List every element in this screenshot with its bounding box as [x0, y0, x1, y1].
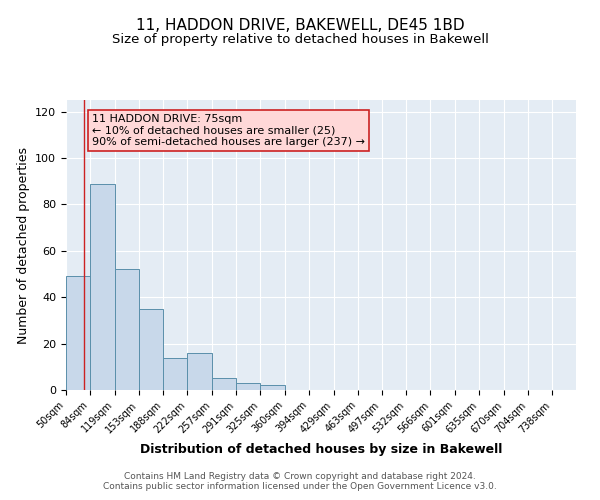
Bar: [90, 184, 115, 390]
Bar: [66, 276, 90, 390]
Bar: [212, 378, 236, 390]
Text: 11, HADDON DRIVE, BAKEWELL, DE45 1BD: 11, HADDON DRIVE, BAKEWELL, DE45 1BD: [136, 18, 464, 32]
Text: Contains public sector information licensed under the Open Government Licence v3: Contains public sector information licen…: [103, 482, 497, 491]
Text: 11 HADDON DRIVE: 75sqm
← 10% of detached houses are smaller (25)
90% of semi-det: 11 HADDON DRIVE: 75sqm ← 10% of detached…: [92, 114, 365, 147]
X-axis label: Distribution of detached houses by size in Bakewell: Distribution of detached houses by size …: [140, 443, 502, 456]
Text: Size of property relative to detached houses in Bakewell: Size of property relative to detached ho…: [112, 32, 488, 46]
Bar: [163, 358, 187, 390]
Bar: [139, 309, 163, 390]
Bar: [187, 353, 212, 390]
Y-axis label: Number of detached properties: Number of detached properties: [17, 146, 29, 344]
Bar: [236, 383, 260, 390]
Text: Contains HM Land Registry data © Crown copyright and database right 2024.: Contains HM Land Registry data © Crown c…: [124, 472, 476, 481]
Bar: [115, 270, 139, 390]
Bar: [260, 386, 285, 390]
